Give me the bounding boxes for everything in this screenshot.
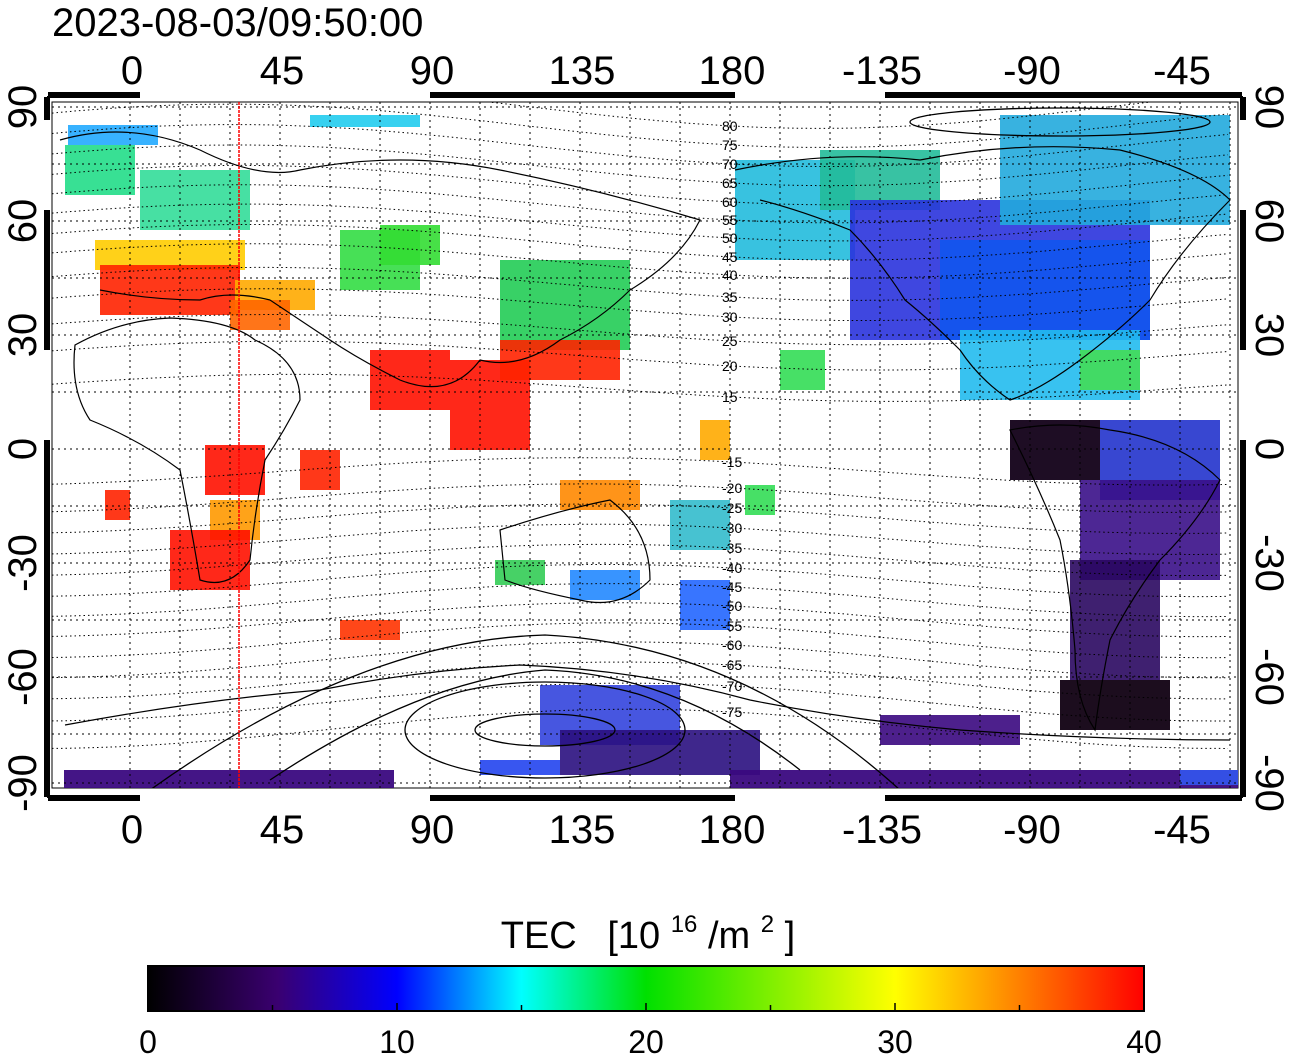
bottom-lon-label: 90 [410, 808, 455, 852]
left-lat-label: 90 [1, 85, 45, 130]
magnetic-lat-label: 80 [722, 118, 738, 134]
top-lon-label: -90 [1003, 49, 1061, 93]
left-lat-label: -90 [1, 754, 45, 812]
left-lat-label: 30 [1, 313, 45, 358]
colorbar-unit-exp2: 2 [761, 911, 774, 938]
magnetic-lat-label: -20 [722, 480, 742, 496]
bottom-lon-label: -135 [842, 808, 922, 852]
right-lat-label: -60 [1247, 648, 1291, 706]
bottom-longitude-axis: 0 45 90 135 180 -135 -90 -45 [121, 808, 1211, 852]
top-lon-label: 45 [260, 49, 305, 93]
top-lon-label: 90 [410, 49, 455, 93]
magnetic-lat-label: -15 [722, 454, 742, 470]
left-latitude-axis: 90 60 30 0 -30 -60 -90 [1, 85, 45, 812]
colorbar-tick-label: 30 [877, 1024, 913, 1057]
magnetic-lat-label: 70 [722, 156, 738, 172]
top-lon-label: 180 [699, 49, 766, 93]
colorbar: 0 10 20 30 40 [139, 965, 1162, 1057]
coastlines [59, 131, 1231, 741]
timestamp-title: 2023-08-03/09:50:00 [52, 1, 423, 45]
magnetic-lat-label: -60 [722, 637, 742, 653]
bottom-lon-label: 180 [699, 808, 766, 852]
magnetic-lat-label: 35 [722, 289, 738, 305]
magnetic-lat-label: 60 [722, 194, 738, 210]
magnetic-lat-label: 20 [722, 358, 738, 374]
bottom-lon-label: 45 [260, 808, 305, 852]
magnetic-lat-label: 40 [722, 267, 738, 283]
right-lat-label: 30 [1247, 313, 1291, 358]
right-lat-label: -30 [1247, 534, 1291, 592]
colorbar-title-prefix: TEC [501, 915, 577, 957]
top-lon-label: -45 [1153, 49, 1211, 93]
left-lat-label: -30 [1, 534, 45, 592]
colorbar-tick-label: 0 [139, 1024, 157, 1057]
colorbar-unit-close: ] [785, 915, 796, 957]
magnetic-lat-label: 55 [722, 212, 738, 228]
right-lat-label: 0 [1247, 438, 1291, 460]
magnetic-lat-label: 25 [722, 333, 738, 349]
bottom-lon-label: -90 [1003, 808, 1061, 852]
top-lon-label: -135 [842, 49, 922, 93]
magnetic-lat-label: 65 [722, 175, 738, 191]
colorbar-title: TEC [10 16 /m 2 ] [501, 899, 795, 957]
magnetic-lat-label: 45 [722, 249, 738, 265]
magnetic-lat-label: -45 [722, 579, 742, 595]
right-latitude-axis: 90 60 30 0 -30 -60 -90 [1247, 85, 1291, 812]
south-pole-contours [151, 634, 899, 788]
colorbar-tick-label: 40 [1126, 1024, 1162, 1057]
left-lat-label: -60 [1, 648, 45, 706]
magnetic-lat-label: -40 [722, 560, 742, 576]
magnetic-lat-label: 50 [722, 230, 738, 246]
magnetic-lat-label: -55 [722, 618, 742, 634]
right-lat-label: 60 [1247, 199, 1291, 244]
colorbar-unit-mid: /m [708, 915, 750, 957]
colorbar-unit-open: [10 [607, 915, 660, 957]
magnetic-lat-label: 30 [722, 309, 738, 325]
bottom-lon-label: 135 [549, 808, 616, 852]
magnetic-lat-label: -35 [722, 540, 742, 556]
top-lon-label: 135 [549, 49, 616, 93]
north-pole-contours [909, 107, 1211, 137]
left-lat-label: 0 [1, 438, 45, 460]
magnetic-lat-label: -50 [722, 598, 742, 614]
magnetic-lat-label: -70 [722, 678, 742, 694]
colorbar-unit-exp1: 16 [671, 911, 698, 938]
magnetic-lat-label: -65 [722, 657, 742, 673]
graticule [52, 102, 1238, 788]
right-lat-label: 90 [1247, 85, 1291, 130]
magnetic-lat-label: -75 [722, 704, 742, 720]
bottom-lon-label: -45 [1153, 808, 1211, 852]
bottom-lon-label: 0 [121, 808, 143, 852]
magnetic-latitude-contours [52, 102, 1229, 749]
top-longitude-axis: 0 45 90 135 180 -135 -90 -45 [121, 49, 1211, 93]
magnetic-lat-label: 15 [722, 389, 738, 405]
colorbar-tick-label: 10 [379, 1024, 415, 1057]
magnetic-lat-label: -25 [722, 500, 742, 516]
right-lat-label: -90 [1247, 754, 1291, 812]
map-frame [44, 92, 1246, 801]
left-lat-label: 60 [1, 199, 45, 244]
magnetic-lat-label: -30 [722, 520, 742, 536]
top-lon-label: 0 [121, 49, 143, 93]
colorbar-tick-label: 20 [628, 1024, 664, 1057]
magnetic-latitude-labels: 80 75 70 65 60 55 50 45 40 35 30 25 20 15 -15 -20 -25 -30… [722, 118, 742, 720]
magnetic-lat-label: 75 [722, 137, 738, 153]
